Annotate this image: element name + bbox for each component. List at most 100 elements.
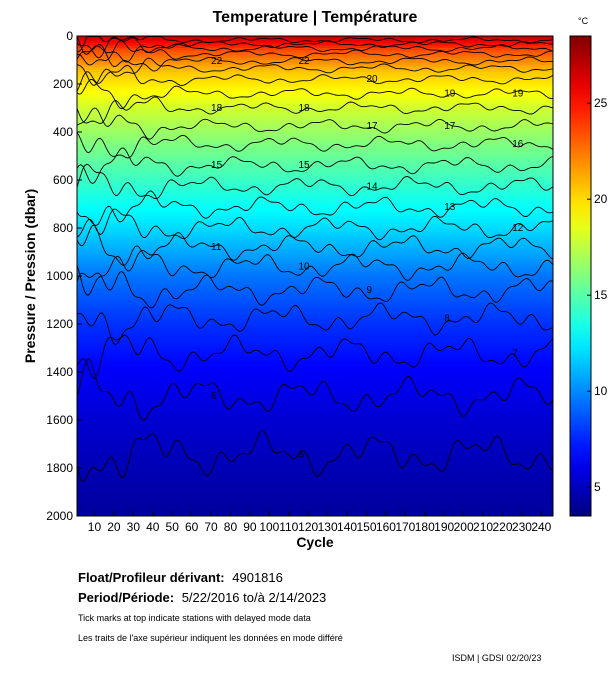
temperature-band: [77, 36, 553, 39]
x-tick-label: 100: [259, 520, 279, 534]
temperature-band: [77, 247, 553, 251]
temperature-band: [77, 110, 553, 114]
temperature-band: [77, 64, 553, 68]
temperature-band: [77, 196, 553, 200]
temperature-band: [77, 127, 553, 131]
temperature-band: [77, 506, 553, 510]
isotherm-line: [77, 79, 553, 110]
y-axis-ticks: 0 200 400 600 800 1000 1200 1400 1600 1800 2000: [46, 29, 82, 523]
y-tick-label: 1800: [46, 461, 73, 475]
temperature-band: [77, 362, 553, 366]
temperature-band: [77, 484, 553, 488]
temperature-band: [77, 148, 553, 152]
temperature-band: [77, 314, 553, 318]
y-axis-label: Pressure / Pression (dbar): [22, 189, 38, 363]
temperature-band: [77, 372, 553, 375]
temperature-band: [77, 456, 553, 459]
isotherm-line: [77, 430, 553, 483]
x-tick-label: 70: [204, 520, 218, 534]
temperature-band: [77, 434, 553, 438]
contour-label: 15: [211, 160, 223, 171]
temperature-band: [77, 163, 553, 167]
contour-label: 20: [366, 74, 378, 85]
temperature-band: [77, 67, 553, 71]
temperature-band: [77, 177, 553, 181]
temperature-band: [77, 348, 553, 351]
contour-label: 19: [444, 89, 456, 100]
temperature-band: [77, 136, 553, 140]
temperature-band: [77, 393, 553, 397]
temperature-band: [77, 158, 553, 162]
temperature-band: [77, 124, 553, 128]
temperature-band: [77, 278, 553, 282]
temperature-band: [77, 410, 553, 414]
colorbar-tick-label: 5: [594, 480, 601, 494]
temperature-band: [77, 352, 553, 356]
temperature-band: [77, 55, 553, 59]
temperature-band: [77, 232, 553, 236]
temperature-band: [77, 453, 553, 457]
temperature-band: [77, 45, 553, 49]
temperature-band: [77, 266, 553, 270]
x-tick-label: 110: [279, 520, 298, 534]
temperature-band: [77, 386, 553, 390]
contour-label: 17: [366, 121, 378, 132]
x-tick-label: 240: [531, 520, 551, 534]
temperature-band: [77, 441, 553, 445]
isotherm-line: [77, 147, 553, 185]
y-tick-label: 0: [66, 29, 73, 43]
temperature-band: [77, 184, 553, 188]
temperature-band: [77, 108, 553, 111]
temperature-band: [77, 256, 553, 260]
x-axis-ticks: 10 20 30 40 50 60 70 80 90 100 110 120 130 140 150 160 1…: [88, 511, 552, 534]
temperature-band: [77, 132, 553, 135]
temperature-band: [77, 261, 553, 265]
isotherm-contours: [77, 36, 553, 483]
isotherm-line: [77, 163, 553, 200]
temperature-band: [77, 220, 553, 224]
y-tick-label: 1600: [46, 413, 73, 427]
x-tick-label: 170: [395, 520, 415, 534]
temperature-band: [77, 415, 553, 419]
contour-label: 14: [366, 181, 378, 192]
temperature-band: [77, 244, 553, 248]
temperature-band: [77, 103, 553, 107]
colorbar: [569, 35, 592, 517]
temperature-band: [77, 105, 553, 109]
temperature-band: [77, 175, 553, 179]
temperature-band: [77, 345, 553, 349]
temperature-band: [77, 129, 553, 133]
x-tick-label: 120: [298, 520, 318, 534]
y-tick-label: 1000: [46, 269, 73, 283]
temperature-band: [77, 72, 553, 75]
float-value: 4901816: [232, 570, 283, 585]
temperature-band: [77, 62, 553, 66]
contour-label: 9: [366, 285, 372, 296]
contour-label: 17: [444, 121, 456, 132]
temperature-band: [77, 369, 553, 373]
contour-label: 12: [512, 223, 524, 234]
temperature-band: [77, 367, 553, 371]
temperature-band: [77, 300, 553, 303]
temperature-band: [77, 115, 553, 119]
contour-label: 18: [211, 103, 223, 114]
temperature-band: [77, 201, 553, 205]
period-info: Period/Période: 5/22/2016 to/à 2/14/2023: [78, 590, 326, 605]
temperature-band: [77, 460, 553, 464]
temperature-band: [77, 408, 553, 411]
temperature-band: [77, 40, 553, 44]
temperature-band: [77, 295, 553, 299]
isotherm-line: [77, 36, 553, 53]
temperature-band: [77, 153, 553, 157]
contour-label: 8: [444, 313, 450, 324]
isotherm-line: [77, 36, 553, 63]
x-tick-label: 80: [224, 520, 238, 534]
x-tick-label: 210: [473, 520, 493, 534]
temperature-band: [77, 480, 553, 483]
y-tick-label: 400: [53, 125, 73, 139]
temperature-band: [77, 69, 553, 73]
x-tick-label: 230: [512, 520, 532, 534]
x-tick-label: 220: [492, 520, 512, 534]
credit-line: ISDM | GDSI 02/20/23: [452, 653, 542, 663]
temperature-band: [77, 280, 553, 284]
